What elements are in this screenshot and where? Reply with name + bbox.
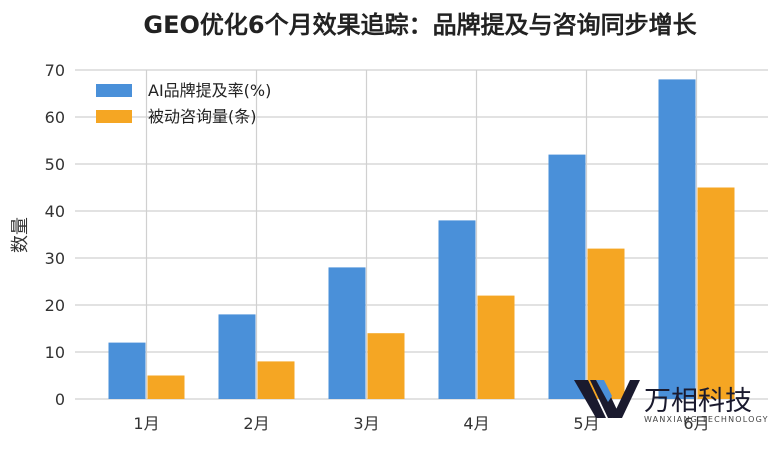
brand-subtitle: WANXIANG TECHNOLOGY: [644, 415, 769, 424]
grid-lines: [75, 69, 768, 400]
legend-label: AI品牌提及率(%): [148, 81, 271, 100]
y-tick-label: 70: [45, 61, 65, 80]
y-tick-label: 30: [45, 249, 65, 268]
y-tick-label: 50: [45, 155, 65, 174]
x-tick-label: 2月: [243, 414, 269, 433]
bar-inquiries-5: [587, 248, 625, 399]
x-tick-label: 4月: [463, 414, 489, 433]
y-tick-label: 10: [45, 343, 65, 362]
y-tick-label: 40: [45, 202, 65, 221]
y-tick-label: 20: [45, 296, 65, 315]
x-tick-label: 3月: [353, 414, 379, 433]
bar-inquiries-4: [477, 295, 515, 399]
legend-swatch: [96, 110, 132, 123]
x-tick-label: 5月: [573, 414, 599, 433]
bar-inquiries-3: [367, 333, 405, 399]
x-tick-labels: 1月 2月 3月 4月 5月 6月: [133, 414, 709, 433]
y-tick-labels: 0 10 20 30 40 50 60 70: [45, 61, 65, 409]
wx-logo-icon: [574, 380, 640, 418]
bar-mention-rate-1: [108, 342, 146, 399]
bar-mention-rate-3: [328, 267, 366, 399]
legend-label: 被动咨询量(条): [148, 107, 257, 126]
bars: [108, 79, 735, 400]
x-tick-label: 6月: [683, 414, 709, 433]
y-axis-label: 数量: [10, 217, 31, 253]
chart-title: GEO优化6个月效果追踪：品牌提及与咨询同步增长: [143, 11, 697, 39]
bar-mention-rate-6: [658, 79, 696, 400]
bar-mention-rate-5: [548, 154, 586, 399]
x-tick-label: 1月: [133, 414, 159, 433]
brand-watermark: 万相科技 WANXIANG TECHNOLOGY: [574, 380, 769, 424]
bar-inquiries-1: [147, 375, 185, 399]
brand-name: 万相科技: [644, 386, 752, 417]
legend-swatch: [96, 84, 132, 97]
y-tick-label: 0: [55, 390, 65, 409]
legend: AI品牌提及率(%) 被动咨询量(条): [96, 81, 271, 126]
bar-inquiries-6: [697, 187, 735, 399]
bar-mention-rate-2: [218, 314, 256, 399]
bar-inquiries-2: [257, 361, 295, 399]
y-tick-label: 60: [45, 108, 65, 127]
bar-mention-rate-4: [438, 220, 476, 399]
